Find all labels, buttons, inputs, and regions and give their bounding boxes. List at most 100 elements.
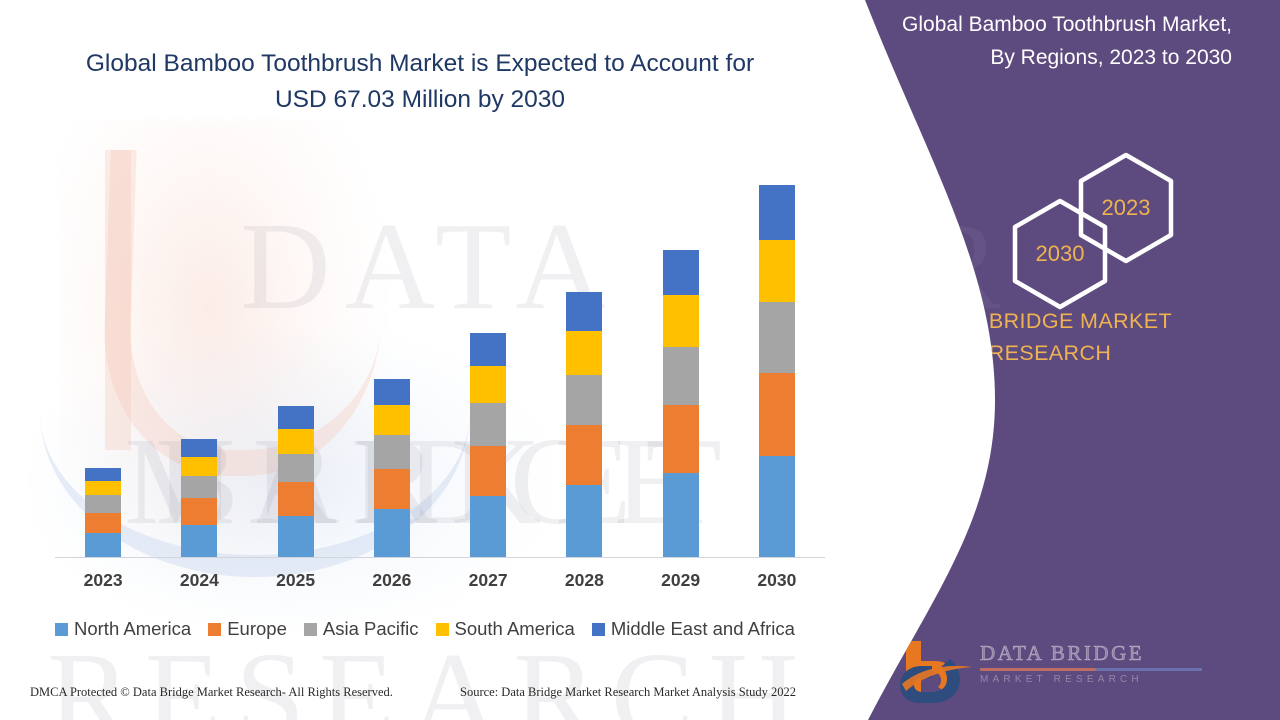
bar-segment-south-america (85, 480, 122, 496)
legend-label: Middle East and Africa (610, 618, 795, 639)
dbmr-logo-mark-icon (900, 637, 978, 703)
bar-segment-north-america (277, 516, 314, 557)
legend-swatch-icon (55, 622, 68, 636)
legend-item-europe[interactable]: Europe (208, 618, 287, 640)
x-axis-labels: 2023 2024 2025 2026 2027 2028 2029 2030 (55, 570, 825, 596)
bar-2025 (277, 406, 314, 557)
bar-segment-south-america (373, 405, 410, 435)
bar-segment-north-america (85, 532, 122, 557)
hexagon-2030-label: 2030 (1035, 241, 1085, 266)
x-axis-label-2023: 2023 (83, 570, 123, 590)
bar-segment-north-america (373, 508, 410, 557)
bar-segment-europe (373, 468, 410, 509)
page-title: Global Bamboo Toothbrush Market is Expec… (40, 46, 800, 118)
bar-segment-asia-pacific (277, 453, 314, 483)
bar-2027 (470, 332, 507, 557)
legend-label: Asia Pacific (322, 618, 419, 639)
brand-name-line-2: RESEARCH (988, 341, 1112, 365)
bar-2030 (758, 184, 795, 557)
footer-source: Source: Data Bridge Market Research Mark… (460, 685, 797, 699)
bar-segment-middle-east-and-africa (470, 332, 507, 366)
panel-title: Global Bamboo Toothbrush Market, By Regi… (860, 8, 1232, 74)
bar-segment-middle-east-and-africa (662, 249, 699, 296)
legend-swatch-icon (303, 622, 317, 636)
brand-name: DATA BRIDGE MARKET RESEARCH (830, 305, 1270, 369)
bar-segment-middle-east-and-africa (85, 467, 122, 481)
panel-title-line-2: By Regions, 2023 to 2030 (990, 46, 1232, 69)
x-axis-label-2024: 2024 (179, 570, 219, 590)
bar-segment-south-america (277, 428, 314, 454)
x-axis-label-2030: 2030 (757, 570, 797, 590)
stacked-bar-chart (55, 150, 825, 558)
dbmr-logo-divider (980, 668, 1202, 671)
bar-segment-asia-pacific (373, 434, 410, 469)
legend-label: Europe (227, 618, 287, 639)
legend-label: South America (454, 618, 575, 639)
x-axis-label-2026: 2026 (372, 570, 412, 590)
bar-2023 (85, 467, 122, 557)
bar-segment-south-america (662, 295, 699, 347)
x-axis-label-2027: 2027 (468, 570, 508, 590)
panel-title-line-1: Global Bamboo Toothbrush Market, (902, 13, 1232, 36)
bar-segment-europe (470, 445, 507, 497)
bar-segment-asia-pacific (181, 476, 218, 499)
bar-2029 (662, 249, 699, 557)
bar-segment-europe (277, 482, 314, 516)
legend-swatch-icon (591, 622, 605, 636)
dbmr-logo-name-bottom: MARKET RESEARCH (980, 673, 1143, 685)
brand-name-line-1: DATA BRIDGE MARKET (927, 309, 1173, 333)
legend-swatch-icon (208, 622, 222, 636)
bar-2028 (566, 291, 603, 557)
dbmr-logo: DATA BRIDGE MARKET RESEARCH (880, 635, 1260, 705)
bar-segment-middle-east-and-africa (181, 439, 218, 457)
footer-copyright: DMCA Protected © Data Bridge Market Rese… (30, 685, 393, 699)
bar-segment-europe (758, 372, 795, 457)
page-title-line-1: Global Bamboo Toothbrush Market is Expec… (85, 50, 755, 77)
bar-segment-south-america (470, 365, 507, 404)
footer: DMCA Protected © Data Bridge Market Rese… (0, 685, 860, 713)
bar-segment-middle-east-and-africa (373, 379, 410, 406)
hexagon-group: 2030 2023 (820, 150, 1280, 290)
bar-segment-middle-east-and-africa (758, 184, 795, 240)
page-title-line-2: USD 67.03 Million by 2030 (274, 86, 566, 113)
bar-2024 (181, 439, 218, 557)
bar-segment-north-america (566, 484, 603, 557)
bar-segment-south-america (758, 239, 795, 303)
legend-item-middle-east-and-africa[interactable]: Middle East and Africa (591, 618, 795, 640)
bar-segment-middle-east-and-africa (566, 291, 603, 332)
legend-item-asia-pacific[interactable]: Asia Pacific (303, 618, 419, 640)
bar-segment-asia-pacific (758, 302, 795, 373)
bar-segment-north-america (470, 496, 507, 557)
bar-segment-europe (566, 425, 603, 485)
bar-segment-north-america (662, 473, 699, 557)
bar-segment-asia-pacific (566, 375, 603, 426)
legend-item-south-america[interactable]: South America (435, 618, 575, 640)
x-axis-line (55, 556, 825, 558)
brand-panel: BR Global Bamboo Toothbrush Market, By R… (820, 0, 1280, 720)
hexagon-2023: 2023 (1076, 152, 1176, 264)
chart-legend: North America Europe Asia Pacific South Ame… (55, 615, 845, 643)
bar-segment-asia-pacific (662, 346, 699, 405)
x-axis-label-2025: 2025 (276, 570, 316, 590)
hexagon-2030: 2030 (1010, 198, 1110, 310)
legend-swatch-icon (435, 622, 449, 636)
legend-label: North America (74, 618, 192, 639)
legend-item-north-america[interactable]: North America (55, 618, 191, 640)
x-axis-label-2028: 2028 (564, 570, 604, 590)
bar-segment-asia-pacific (85, 495, 122, 513)
bar-2026 (373, 379, 410, 557)
bar-segment-europe (85, 512, 122, 533)
bar-segment-south-america (181, 456, 218, 477)
x-axis-label-2029: 2029 (661, 570, 701, 590)
bar-segment-north-america (758, 456, 795, 557)
hexagon-2023-label: 2023 (1101, 195, 1151, 220)
bar-segment-europe (662, 404, 699, 474)
bar-segment-europe (181, 498, 218, 525)
bar-segment-south-america (566, 331, 603, 376)
dbmr-logo-text: DATA BRIDGE MARKET RESEARCH (980, 641, 1230, 687)
dbmr-logo-name-top: DATA BRIDGE (980, 641, 1145, 665)
bar-segment-asia-pacific (470, 403, 507, 446)
bar-segment-north-america (181, 524, 218, 557)
bar-segment-middle-east-and-africa (277, 406, 314, 429)
